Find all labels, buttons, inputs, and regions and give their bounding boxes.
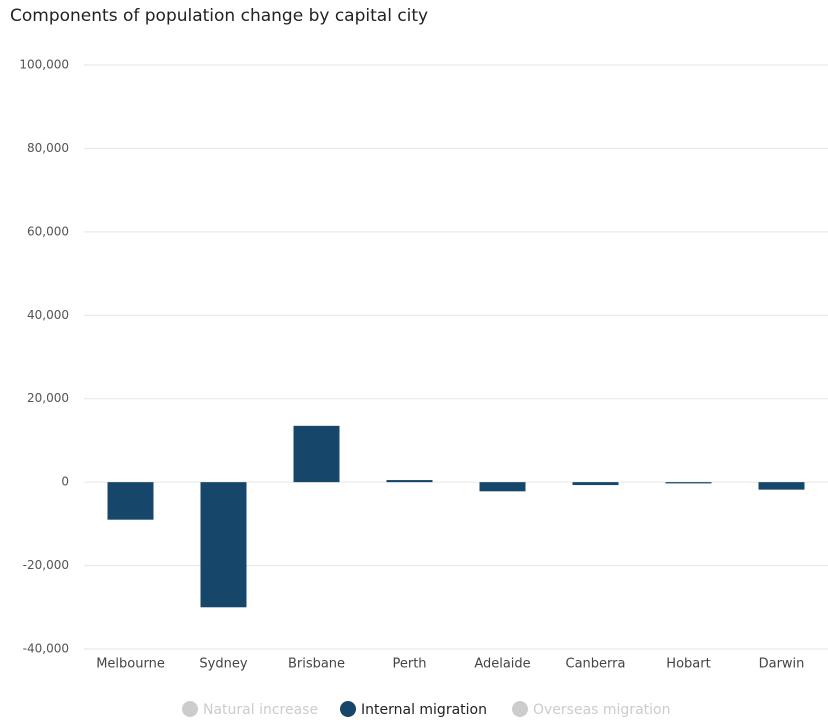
legend-label: Overseas migration — [533, 702, 670, 718]
bar — [758, 482, 805, 490]
bar — [665, 482, 712, 484]
y-tick-label: -40,000 — [23, 642, 69, 656]
y-tick-label: 80,000 — [27, 141, 69, 155]
y-tick-label: 100,000 — [19, 58, 69, 72]
x-tick-label: Melbourne — [96, 657, 165, 672]
bar — [107, 482, 154, 520]
y-tick-label: -20,000 — [23, 558, 69, 572]
legend-label: Natural increase — [203, 702, 318, 718]
y-tick-label: 40,000 — [27, 308, 69, 322]
x-tick-label: Adelaide — [474, 657, 530, 672]
x-tick-label: Perth — [392, 657, 426, 672]
x-tick-label: Sydney — [199, 657, 247, 672]
bar — [572, 482, 619, 486]
x-tick-label: Darwin — [759, 657, 805, 672]
bar — [386, 480, 433, 483]
x-tick-label: Brisbane — [288, 657, 345, 672]
legend-marker — [340, 701, 356, 717]
legend-label: Internal migration — [361, 702, 487, 718]
legend-marker — [512, 701, 528, 717]
chart-title: Components of population change by capit… — [10, 6, 428, 26]
y-tick-label: 20,000 — [27, 391, 69, 405]
y-tick-label: 0 — [61, 475, 69, 489]
x-tick-label: Canberra — [566, 657, 626, 672]
bar — [293, 425, 340, 483]
bar — [200, 482, 247, 608]
bar — [479, 482, 526, 492]
x-tick-label: Hobart — [666, 657, 710, 672]
y-tick-label: 60,000 — [27, 224, 69, 238]
legend-marker — [182, 701, 198, 717]
